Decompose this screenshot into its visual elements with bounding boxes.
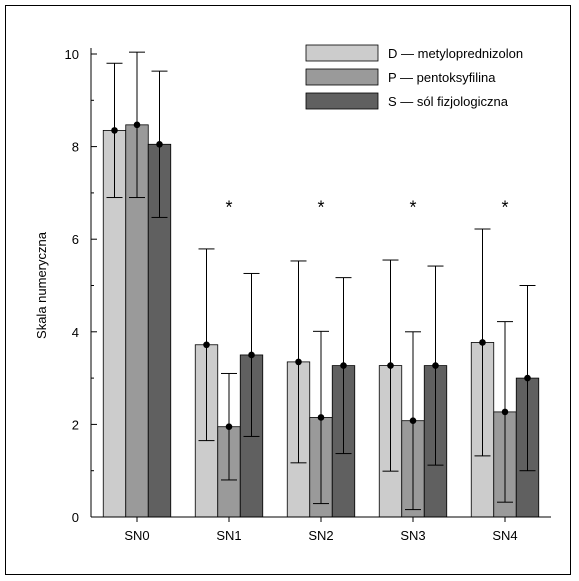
mean-dot (479, 339, 486, 346)
legend: D — metyloprednizolon P — pentoksyfilina S… (305, 44, 523, 110)
mean-dot (248, 351, 255, 359)
mean-dot (524, 374, 531, 382)
y-tick-label: 2 (72, 417, 79, 432)
legend-label: D — metyloprednizolon (388, 46, 523, 61)
bar-chart: 0 2 4 6 8 10 SN0 SN1 * SN2 * SN3 * SN4 * D — metylopre… (34, 44, 551, 543)
y-tick-label: 8 (72, 140, 79, 155)
significance-marker: * (317, 198, 324, 218)
mean-dot (387, 362, 394, 369)
legend-swatch (305, 92, 379, 110)
mean-dot (156, 140, 163, 148)
mean-dot (111, 127, 118, 134)
mean-dot (340, 362, 347, 369)
mean-dot (133, 121, 141, 129)
legend-swatch (305, 68, 379, 86)
x-tick-label: SN4 (492, 528, 517, 543)
chart-frame: 0 2 4 6 8 10 SN0 SN1 * SN2 * SN3 * SN4 * D — metylopre… (5, 5, 571, 575)
y-tick-label: 6 (72, 232, 79, 247)
mean-dot (225, 423, 233, 431)
y-axis-label: Skala numeryczna (34, 231, 49, 339)
mean-dot (317, 414, 325, 421)
significance-marker: * (501, 198, 508, 218)
axes-layer: 0 2 4 6 8 10 SN0 SN1 * SN2 * SN3 * SN4 * (65, 47, 551, 543)
y-tick-label: 10 (65, 47, 79, 62)
bars-layer (102, 124, 540, 518)
mean-dot (501, 408, 509, 416)
significance-marker: * (225, 198, 232, 218)
x-tick-label: SN3 (400, 528, 425, 543)
x-tick-label: SN1 (216, 528, 241, 543)
x-tick-label: SN2 (308, 528, 333, 543)
error-bars-layer (106, 51, 536, 511)
legend-swatch (305, 44, 379, 62)
mean-dot (295, 358, 302, 366)
legend-label: P — pentoksyfilina (388, 70, 496, 85)
y-tick-label: 0 (72, 510, 79, 525)
mean-dot (432, 362, 439, 369)
legend-label: S — sól fizjologiczna (388, 94, 509, 109)
mean-dot (203, 341, 210, 349)
y-tick-label: 4 (72, 325, 79, 340)
x-tick-label: SN0 (124, 528, 149, 543)
significance-marker: * (409, 198, 416, 218)
mean-dot (409, 417, 417, 424)
